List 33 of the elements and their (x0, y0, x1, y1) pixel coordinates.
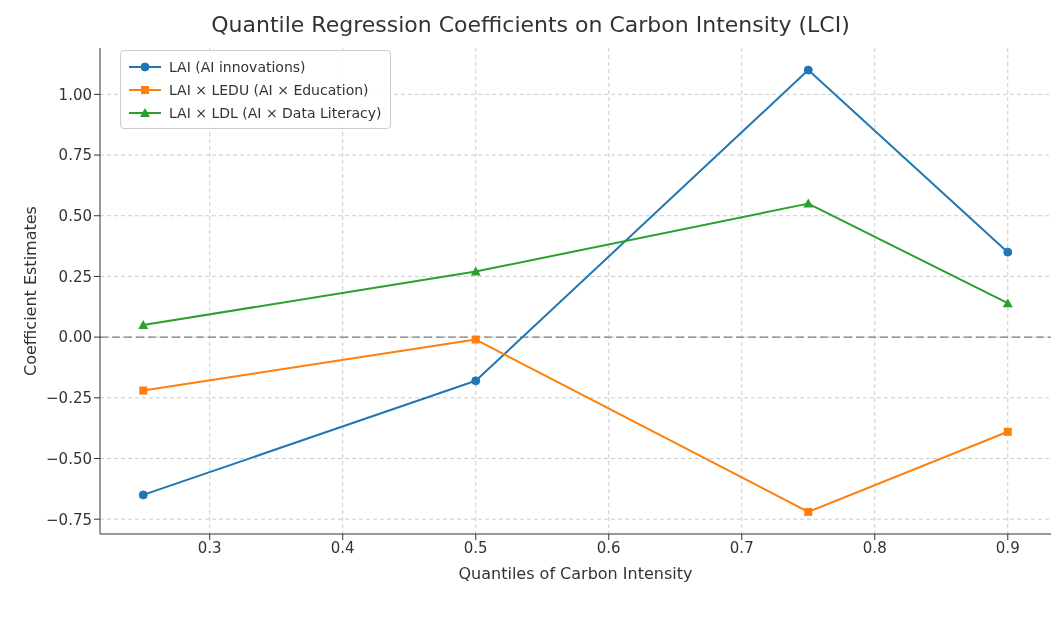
y-tick-label: 0.50 (58, 207, 92, 226)
point (1002, 298, 1013, 308)
x-tick-label: 0.7 (729, 538, 754, 557)
point (470, 266, 481, 276)
point (803, 65, 813, 75)
point (138, 319, 149, 329)
y-tick-label: 1.00 (58, 85, 92, 104)
point (139, 386, 148, 395)
chart-title: Quantile Regression Coefficients on Carbon Intensity (LCI) (210, 12, 851, 37)
y-tick-label: −0.25 (46, 389, 92, 408)
x-tick-label: 0.4 (330, 538, 355, 557)
point (1003, 247, 1013, 257)
point (471, 376, 481, 386)
y-tick-label: 0.25 (58, 267, 92, 286)
y-tick-label: −0.75 (46, 510, 92, 529)
x-tick-label: 0.5 (463, 538, 488, 557)
point (804, 507, 813, 516)
legend-label: LAI × LDL (AI × Data Literacy) (169, 104, 382, 121)
legend-label: LAI × LEDU (AI × Education) (169, 81, 369, 98)
y-axis-title: Coefficient Estimates (20, 206, 40, 376)
x-tick-label: 0.3 (197, 538, 222, 557)
legend-label: LAI (AI innovations) (169, 58, 306, 75)
x-axis-title: Quantiles of Carbon Intensity (458, 564, 693, 583)
y-tick-label: 0.00 (58, 328, 92, 347)
y-tick-label: −0.50 (46, 449, 92, 468)
point (1003, 427, 1012, 436)
x-tick-label: 0.8 (862, 538, 887, 557)
y-tick-label: 0.75 (58, 146, 92, 165)
point (138, 490, 148, 500)
x-tick-label: 0.9 (995, 538, 1020, 557)
x-tick-label: 0.6 (596, 538, 621, 557)
point (471, 335, 480, 344)
point (803, 198, 814, 208)
